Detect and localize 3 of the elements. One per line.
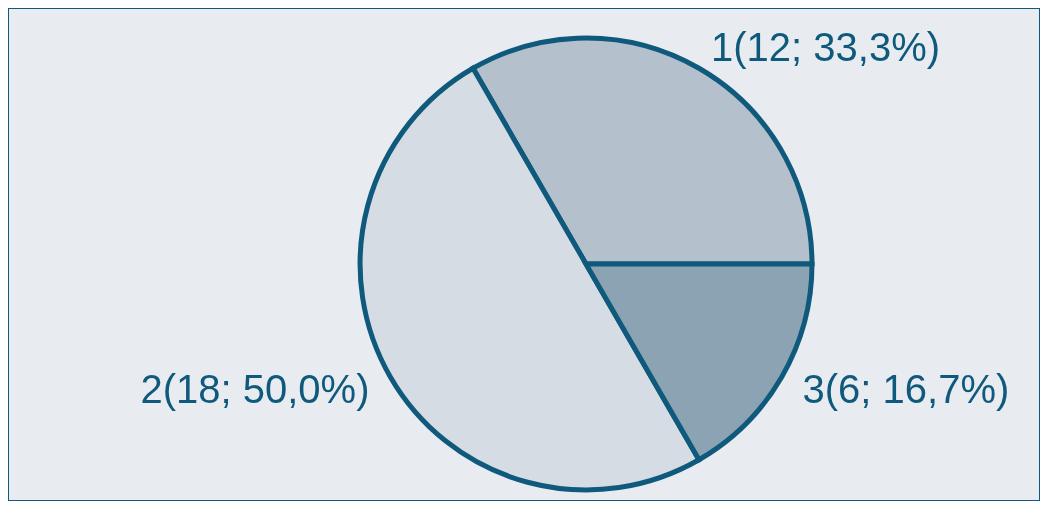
slice-label: 1(12; 33,3%): [711, 25, 941, 70]
slice-label: 2(18; 50,0%): [140, 367, 370, 411]
slice-label: 3(6; 16,7%): [802, 367, 1010, 411]
